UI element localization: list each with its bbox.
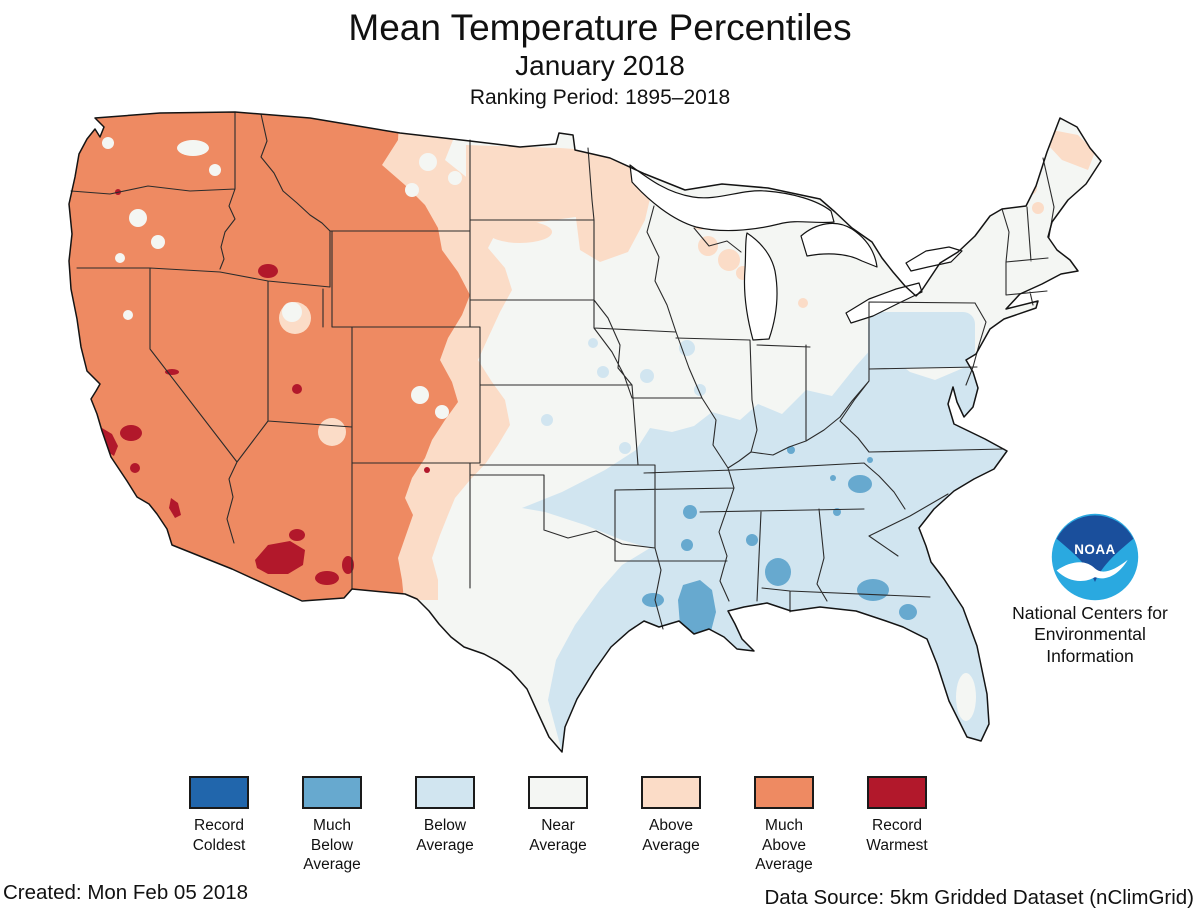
region-much-below-mississippi (746, 534, 758, 546)
region-near-montana-1 (419, 153, 437, 171)
legend-label: Much Above Average (755, 817, 813, 874)
region-near-montana-2 (405, 183, 419, 197)
region-record-warmest-socal-inland (130, 463, 140, 473)
region-above-average-north-dakota (466, 145, 590, 230)
noaa-seagull-icon (1056, 559, 1128, 582)
ranking-period: Ranking Period: 1895–2018 (469, 86, 731, 109)
region-record-warmest-big-sur (100, 428, 118, 456)
region-record-warmest-se-arizona (315, 571, 339, 585)
region-near-central-oregon (129, 209, 147, 227)
region-much-below-louisiana (678, 580, 716, 650)
region-record-warmest-arizona-main (255, 541, 305, 574)
region-much-below-alabama (765, 558, 791, 586)
legend-label: Much Below Average (303, 817, 361, 874)
percentile-fill-regions (69, 112, 1101, 752)
lake-michigan (743, 232, 778, 341)
legend-item-record-warmest: Record Warmest (845, 776, 949, 875)
region-near-sw-oregon (115, 253, 125, 263)
region-record-warmest-arizona-north (289, 529, 305, 541)
page-subtitle: January 2018 (515, 50, 685, 81)
region-record-warmest-utah (292, 384, 302, 394)
conus-outline (68, 111, 1102, 753)
header: Mean Temperature Percentiles January 201… (0, 8, 1200, 110)
region-much-below-kentucky-dot (787, 446, 795, 454)
region-above-average-south-dakota (488, 221, 552, 243)
region-above-average-wisconsin-3 (718, 249, 740, 271)
region-record-warmest-central-california (120, 425, 142, 441)
legend-swatch-much-below (302, 776, 362, 809)
legend-label: Near Average (529, 817, 587, 854)
legend-item-above: Above Average (619, 776, 723, 875)
region-much-below-east-tennessee (848, 475, 872, 493)
legend-swatch-below (415, 776, 475, 809)
legend-label: Record Warmest (866, 817, 928, 854)
created-timestamp: Created: Mon Feb 05 2018 (3, 881, 249, 904)
legend-swatch-above (641, 776, 701, 809)
region-much-below-tennessee-dot (830, 475, 836, 481)
region-much-below-east-texas (642, 593, 664, 607)
lake-superior (629, 164, 835, 232)
region-near-puget-sound (102, 137, 114, 149)
legend-swatch-record-coldest (189, 776, 249, 809)
noaa-org-name: National Centers for Environmental Infor… (1012, 603, 1168, 666)
region-near-south-florida-ridge (956, 673, 976, 721)
legend-label: Above Average (642, 817, 700, 854)
region-above-average-ne-arizona (318, 418, 346, 446)
region-near-washington (209, 164, 221, 176)
region-below-average-iowa-dot (588, 338, 598, 348)
percentile-legend: Record Coldest Much Below Average Below … (167, 776, 949, 875)
legend-item-much-below: Much Below Average (280, 776, 384, 875)
legend-swatch-near (528, 776, 588, 809)
legend-item-record-coldest: Record Coldest (167, 776, 271, 875)
region-above-average-michigan (798, 298, 808, 308)
region-below-average-missouri-dot (619, 442, 631, 454)
region-near-montana-3 (448, 171, 462, 185)
region-record-warmest-sw-new-mexico (342, 556, 354, 574)
noaa-logo-text: NOAA (1074, 542, 1116, 557)
data-source: Data Source: 5km Gridded Dataset (nClimG… (764, 886, 1194, 909)
state-borders (70, 112, 1055, 630)
legend-label: Record Coldest (192, 817, 246, 854)
region-below-average-iowa-dot-2 (640, 369, 654, 383)
region-above-average-wisconsin-2 (698, 236, 718, 256)
region-much-below-nw-louisiana (681, 539, 693, 551)
region-near-california (123, 310, 133, 320)
region-above-average-maine (1048, 130, 1095, 170)
legend-label: Below Average (416, 817, 474, 854)
region-below-average-kansas-dot (541, 414, 553, 426)
page-title: Mean Temperature Percentiles (348, 7, 852, 48)
region-much-below-georgia (857, 579, 889, 601)
region-near-colorado-1 (411, 386, 429, 404)
great-lakes (629, 164, 963, 341)
lake-ontario (905, 246, 963, 272)
region-much-below-arkansas (683, 505, 697, 519)
lake-huron (800, 222, 878, 268)
legend-item-near: Near Average (506, 776, 610, 875)
lake-erie (845, 282, 923, 324)
region-near-oregon (151, 235, 165, 249)
region-below-average-pennsylvania (868, 312, 975, 368)
region-much-below-south-georgia (899, 604, 917, 620)
legend-item-below: Below Average (393, 776, 497, 875)
noaa-logo-fan (1056, 515, 1134, 582)
region-record-warmest-idaho (258, 264, 278, 278)
region-near-colorado-2 (435, 405, 449, 419)
region-record-warmest-san-diego-coast (169, 498, 181, 518)
region-much-below-nc-dot (867, 457, 873, 463)
legend-swatch-much-above (754, 776, 814, 809)
region-above-average-new-hampshire-2 (1032, 202, 1044, 214)
region-near-utah (282, 302, 302, 322)
region-much-above-average-west (69, 112, 470, 600)
legend-swatch-record-warmest (867, 776, 927, 809)
region-near-ne-washington (177, 140, 209, 156)
region-below-average-nebraska-dot (597, 366, 609, 378)
noaa-logo: NOAA (1051, 513, 1139, 601)
legend-item-much-above: Much Above Average (732, 776, 836, 875)
region-record-warmest-ne-new-mexico-dot (424, 467, 430, 473)
